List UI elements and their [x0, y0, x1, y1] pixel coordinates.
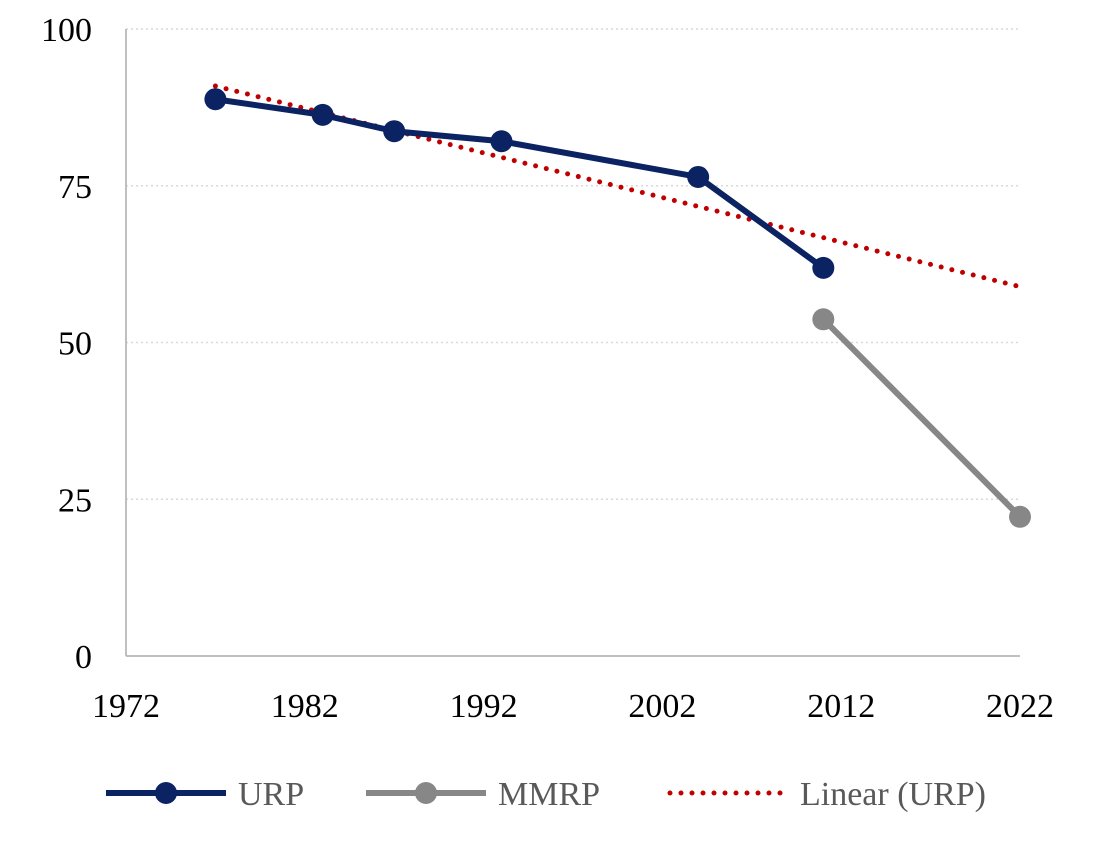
x-tick-label: 1972 — [92, 688, 160, 725]
y-tick-label: 50 — [58, 326, 92, 363]
y-tick-label: 75 — [58, 169, 92, 206]
x-tick-label: 1982 — [271, 688, 339, 725]
legend-label: MMRP — [498, 776, 600, 813]
data-point-urp — [812, 256, 835, 279]
data-point-urp — [204, 88, 227, 111]
legend-marker — [155, 782, 177, 804]
data-point-urp — [383, 120, 406, 143]
legend-item-linear-urp: Linear (URP) — [667, 776, 986, 813]
data-point-mmrp — [1009, 505, 1031, 528]
data-point-mmrp — [812, 308, 835, 331]
y-tick-label: 25 — [58, 482, 92, 519]
legend-marker — [415, 782, 437, 804]
x-tick-label: 1992 — [450, 688, 518, 725]
series-line-urp — [214, 96, 826, 271]
data-point-urp — [687, 165, 710, 188]
x-tick-label: 2012 — [807, 688, 875, 725]
x-tick-label: 2002 — [628, 688, 696, 725]
data-point-urp — [311, 103, 334, 126]
legend-item-urp: URP — [106, 776, 304, 813]
data-point-urp — [490, 130, 513, 153]
series-line-mmrp — [821, 317, 1023, 519]
y-tick-label: 0 — [75, 639, 92, 676]
legend-item-mmrp: MMRP — [366, 776, 600, 813]
legend-label: URP — [238, 776, 304, 813]
legend-label: Linear (URP) — [800, 776, 986, 813]
series-line-linear-urp — [212, 83, 1023, 290]
y-tick-label: 100 — [41, 12, 92, 49]
x-tick-label: 2022 — [986, 688, 1054, 725]
